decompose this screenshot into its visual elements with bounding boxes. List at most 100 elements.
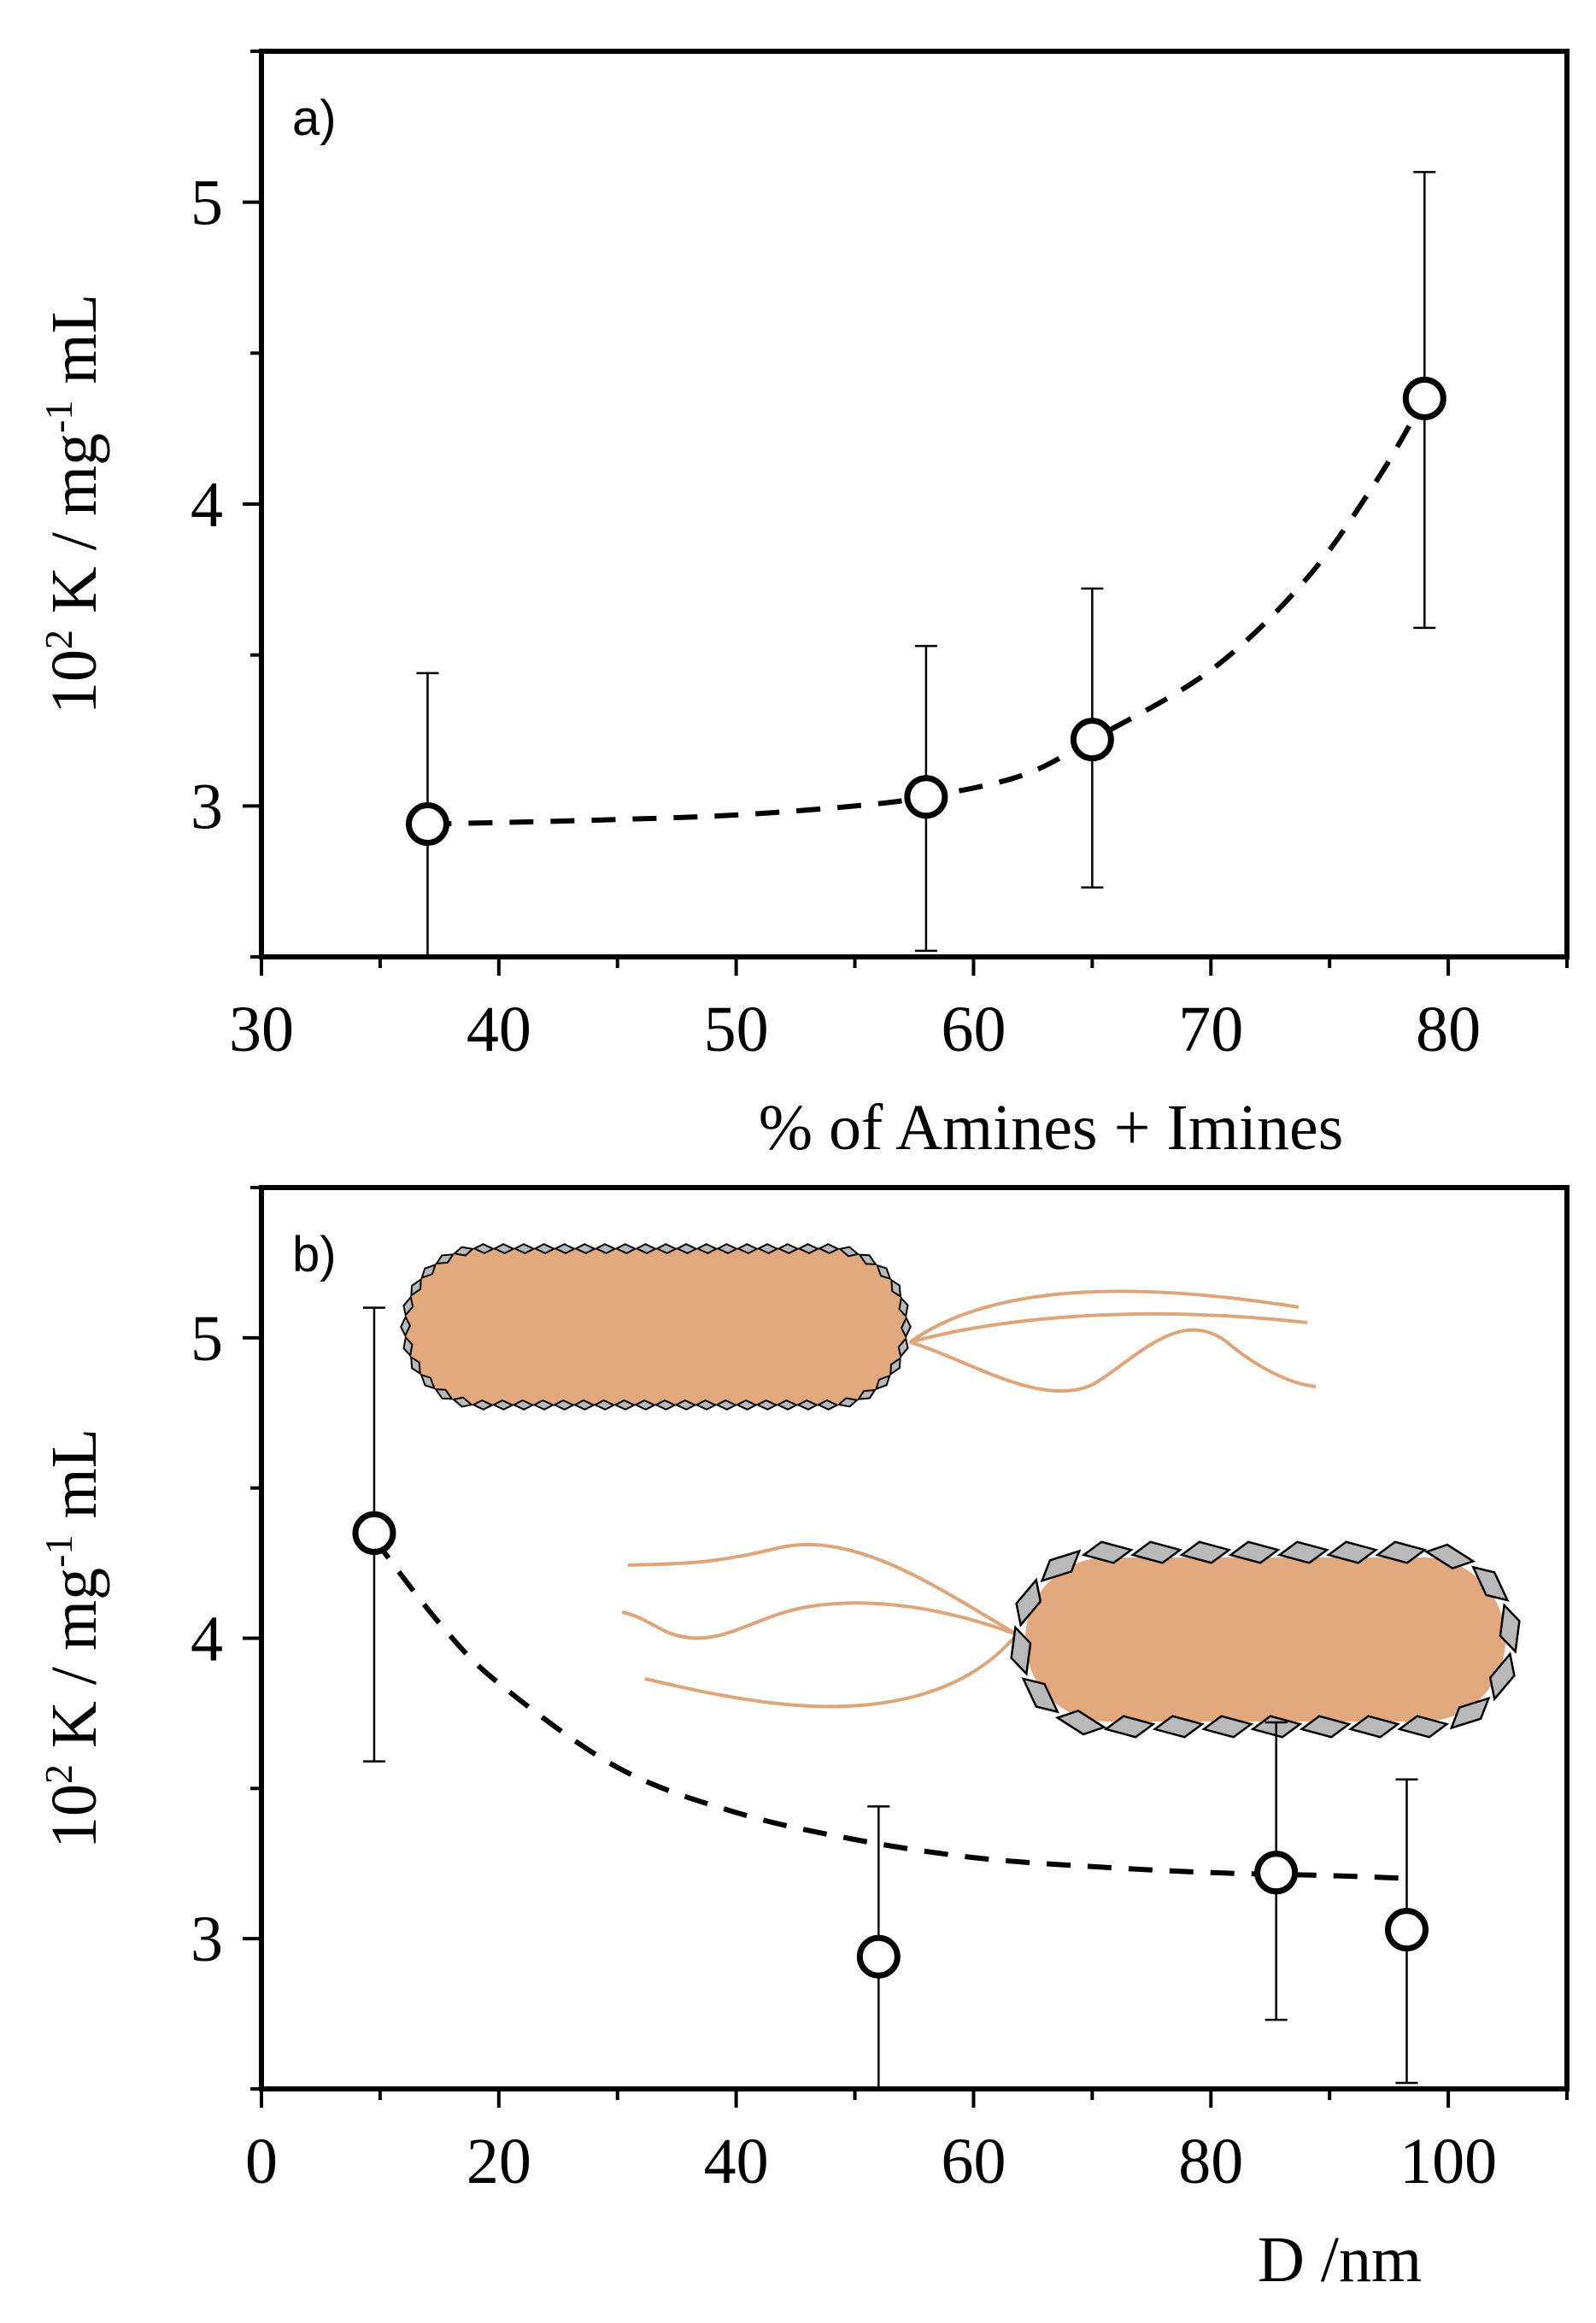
small-nanoparticle [513,1243,536,1255]
panel-b-points [352,1306,1429,2089]
data-point [904,775,948,819]
y-title-exp: 2 [37,630,80,649]
panel-a-label: a) [292,91,337,146]
small-nanoparticle [716,1243,739,1255]
y-title-mid: K / mg [38,1568,110,1764]
small-nanoparticle [434,1387,454,1400]
small-nanoparticle [756,1243,780,1255]
small-nanoparticle [573,1243,597,1255]
small-nanoparticle [553,1243,577,1255]
large-nanoparticle [1228,1540,1281,1564]
data-point-group [1254,1721,1299,2021]
bacterium-body-large [1025,1557,1505,1722]
small-nanoparticle [552,1399,576,1411]
data-point-group [856,1805,901,2089]
x-tick-label: 0 [245,2126,278,2197]
flagella-mid-left [621,1601,1018,1640]
x-tick-label: 80 [1178,2126,1243,2197]
bacterium-large-particles [621,1540,1521,1739]
flagella-mid-right [909,1311,1308,1344]
panel-b-y-axis-title: 102 K / mg-1 mL [37,1428,110,1849]
x-tick-label: 40 [466,994,531,1065]
large-nanoparticle [1326,1540,1379,1564]
large-nanoparticle [1081,1540,1134,1564]
small-nanoparticle [512,1399,535,1411]
small-nanoparticle [410,1277,422,1298]
y-tick-label: 3 [191,771,223,842]
x-tick-label: 60 [941,994,1006,1065]
small-nanoparticle [817,1243,841,1255]
bacterium-small-particles [400,1243,1317,1411]
large-nanoparticle [1375,1540,1428,1564]
small-nanoparticle [402,1295,414,1317]
small-nanoparticle [633,1399,657,1411]
fit-line [427,396,1427,827]
y-tick-label: 3 [191,1904,223,1975]
data-point [1384,1908,1429,1952]
large-nanoparticle [1499,1603,1521,1654]
small-nanoparticle [452,1246,475,1257]
y-tick-label: 4 [191,469,223,541]
panel-a-ticks: 30 40 50 60 70 80 3 4 5 [191,50,1569,1065]
small-nanoparticle [420,1373,436,1390]
flagella-low-left [644,1633,1018,1709]
x-tick-label: 70 [1178,994,1243,1065]
small-nanoparticle [674,1399,697,1411]
small-nanoparticle [533,1243,556,1255]
small-nanoparticle [635,1243,658,1255]
y-title-mid: K / mg [38,433,110,630]
y-tick-label: 5 [191,1303,223,1375]
x-tick-label: 30 [229,994,294,1065]
large-nanoparticle [1040,1549,1082,1583]
flagella-low-right [909,1328,1317,1393]
data-point-group [352,1306,396,1763]
data-point [856,1934,901,1979]
small-nanoparticle [400,1315,412,1338]
large-nanoparticle [1471,1565,1510,1602]
small-nanoparticle [695,1399,718,1411]
panel-a-x-axis-title: % of Amines + Imines [759,1092,1344,1164]
small-nanoparticle [420,1263,437,1280]
y-tick-label: 5 [191,167,223,239]
y-title-exp: 2 [37,1764,80,1784]
panel-b-frame [259,1185,1570,2091]
small-nanoparticle [876,1264,892,1281]
small-nanoparticle [890,1278,902,1299]
small-nanoparticles [400,1243,912,1411]
small-nanoparticle [402,1335,414,1358]
small-nanoparticle [816,1399,840,1411]
small-nanoparticle [797,1243,820,1255]
small-nanoparticle [858,1253,877,1266]
small-nanoparticle [593,1399,616,1411]
large-nanoparticle [1449,1696,1491,1730]
small-nanoparticle [491,1399,514,1411]
small-nanoparticle [675,1243,698,1255]
x-tick-label: 50 [704,994,769,1065]
flagella-top-right [908,1289,1300,1344]
fit-line [372,1537,1413,1881]
large-nanoparticle [1347,1715,1401,1739]
panel-a-points [405,171,1446,957]
small-nanoparticle [572,1399,596,1411]
large-nanoparticle [1130,1540,1183,1564]
small-nanoparticle [900,1316,912,1339]
panel-b-label: b) [292,1227,337,1282]
small-nanoparticle [614,1243,637,1255]
small-nanoparticle [654,1399,677,1411]
x-tick-label: 20 [466,2126,531,2197]
panel-b: 0 20 40 60 80 100 3 4 5 b) D /nm 102 K / mg-1 mL [37,1185,1570,2296]
y-tick-label: 4 [191,1604,223,1675]
x-tick-label: 60 [941,2126,1006,2197]
y-title-exp2: -1 [37,401,80,433]
large-nanoparticle [1201,1715,1254,1739]
data-point [405,802,449,847]
small-nanoparticle [471,1399,495,1411]
panel-b-ticks: 0 20 40 60 80 100 3 4 5 [191,1186,1569,2197]
large-nanoparticle [1397,1715,1450,1739]
small-nanoparticle [735,1399,759,1411]
data-point [1070,718,1114,762]
large-nanoparticle [1152,1715,1205,1739]
small-nanoparticle [472,1243,496,1255]
